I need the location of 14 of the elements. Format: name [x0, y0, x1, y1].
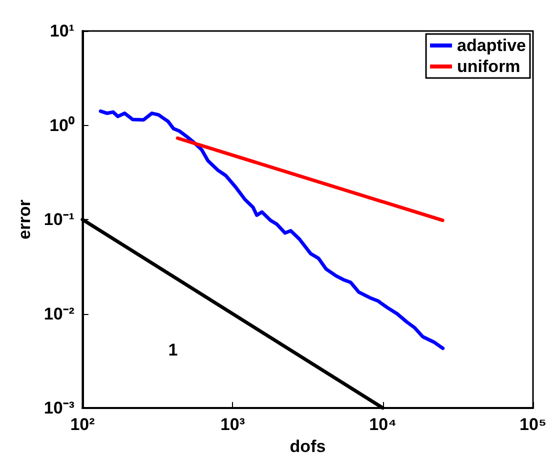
annotation: 1 — [168, 340, 178, 360]
y-tick-label: 10⁰ — [50, 116, 74, 135]
y-tick-label: 10¹ — [50, 22, 75, 40]
y-tick-label: 10⁻² — [44, 304, 75, 324]
x-axis-title: dofs — [290, 437, 326, 456]
x-tick-label: 10³ — [220, 415, 246, 434]
y-tick-label: 10⁻³ — [44, 398, 75, 418]
legend-label: adaptive — [457, 36, 526, 55]
y-tick-label: 10⁻¹ — [44, 210, 75, 229]
x-tick-label: 10² — [70, 415, 96, 434]
x-tick-label: 10⁴ — [369, 415, 396, 434]
x-tick-label: 10⁵ — [520, 415, 546, 434]
y-axis-title: error — [15, 199, 34, 240]
legend-label: uniform — [457, 57, 520, 76]
